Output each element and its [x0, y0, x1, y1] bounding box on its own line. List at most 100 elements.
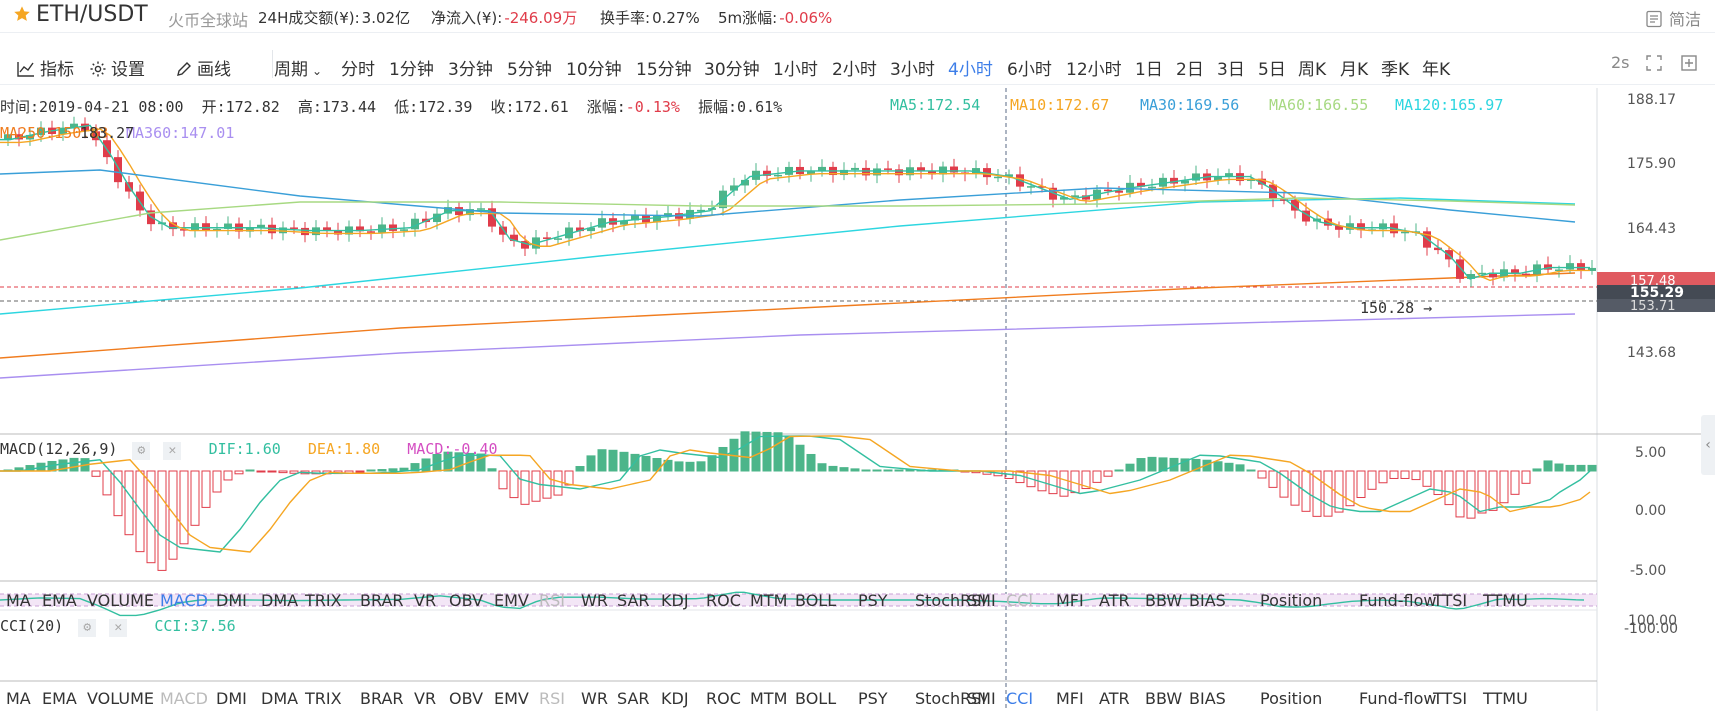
- indicator-tab-cci[interactable]: CCI: [1006, 689, 1034, 708]
- indicator-tab-obv[interactable]: OBV: [449, 591, 484, 610]
- period-5[interactable]: 15分钟: [636, 60, 692, 80]
- indicator-tab-dma[interactable]: DMA: [261, 591, 299, 610]
- indicator-tab-ttsi[interactable]: TTSI: [1433, 689, 1468, 708]
- expand-icon[interactable]: [1680, 54, 1698, 76]
- ma-legend-item: MA10:172.67: [1010, 96, 1110, 114]
- indicator-tab-brar[interactable]: BRAR: [360, 591, 404, 610]
- indicator-tab-ttmu[interactable]: TTMU: [1483, 689, 1528, 708]
- indicator-tab-ma[interactable]: MA: [6, 591, 31, 610]
- period-dropdown[interactable]: 周期 ⌄: [274, 60, 323, 80]
- indicator-tab-stochrsi[interactable]: StochRSI: [915, 689, 987, 708]
- cci-close-icon[interactable]: ✕: [109, 619, 128, 637]
- indicator-tab-mtm[interactable]: MTM: [750, 591, 788, 610]
- chart-canvas[interactable]: 157.48 153.71 155.29 188.17 175.90 164.4…: [0, 88, 1715, 711]
- indicator-tab-volume[interactable]: VOLUME: [87, 591, 154, 610]
- indicator-tab-ttmu[interactable]: TTMU: [1483, 591, 1528, 610]
- indicator-tab-smi[interactable]: SMI: [967, 591, 996, 610]
- period-0[interactable]: 分时: [341, 60, 375, 80]
- indicator-tab-wr[interactable]: WR: [581, 689, 608, 708]
- indicator-tab-wr[interactable]: WR: [581, 591, 608, 610]
- indicator-tab-vr[interactable]: VR: [414, 689, 437, 708]
- settings-button[interactable]: 设置: [89, 55, 145, 80]
- indicator-tab-mtm[interactable]: MTM: [750, 689, 788, 708]
- period-15[interactable]: 3日: [1217, 60, 1245, 80]
- indicator-tab-kdj[interactable]: KDJ: [661, 689, 689, 708]
- indicator-tab-roc[interactable]: ROC: [706, 689, 741, 708]
- indicator-tab-atr[interactable]: ATR: [1099, 591, 1130, 610]
- macd-settings-icon[interactable]: ⚙: [132, 442, 151, 460]
- indicator-tab-emv[interactable]: EMV: [494, 591, 529, 610]
- macd-bar: [498, 470, 508, 490]
- fullscreen-icon[interactable]: [1645, 54, 1663, 76]
- indicator-tab-volume[interactable]: VOLUME: [87, 689, 154, 708]
- period-11[interactable]: 6小时: [1007, 60, 1052, 80]
- indicator-tab-trix[interactable]: TRIX: [305, 591, 342, 610]
- simple-mode-button[interactable]: 简洁: [1645, 6, 1701, 30]
- indicator-tab-ema[interactable]: EMA: [42, 689, 77, 708]
- side-panel-toggle[interactable]: ‹: [1701, 415, 1715, 475]
- indicator-tab-fund-flow[interactable]: Fund-flow: [1359, 689, 1437, 708]
- indicator-tab-position[interactable]: Position: [1260, 591, 1323, 610]
- indicator-tab-brar[interactable]: BRAR: [360, 689, 404, 708]
- period-4[interactable]: 10分钟: [566, 60, 622, 80]
- period-17[interactable]: 周K: [1298, 60, 1327, 80]
- period-8[interactable]: 2小时: [832, 60, 877, 80]
- favorite-star-icon[interactable]: [13, 5, 31, 23]
- period-20[interactable]: 年K: [1422, 60, 1451, 80]
- indicator-tab-sar[interactable]: SAR: [617, 591, 650, 610]
- indicator-tab-roc[interactable]: ROC: [706, 591, 741, 610]
- indicator-tab-position[interactable]: Position: [1260, 689, 1323, 708]
- period-3[interactable]: 5分钟: [507, 60, 552, 80]
- indicator-tab-mfi[interactable]: MFI: [1056, 591, 1084, 610]
- period-12[interactable]: 12小时: [1066, 60, 1122, 80]
- indicator-tab-bbw[interactable]: BBW: [1145, 689, 1183, 708]
- indicator-tab-macd[interactable]: MACD: [160, 689, 208, 708]
- indicator-tab-vr[interactable]: VR: [414, 591, 437, 610]
- indicator-tab-ttsi[interactable]: TTSI: [1433, 591, 1468, 610]
- cci-settings-icon[interactable]: ⚙: [78, 619, 97, 637]
- indicator-tab-obv[interactable]: OBV: [449, 689, 484, 708]
- period-14[interactable]: 2日: [1176, 60, 1204, 80]
- indicator-tab-kdj[interactable]: KDJ: [661, 591, 689, 610]
- indicator-tab-sar[interactable]: SAR: [617, 689, 650, 708]
- indicator-tab-bias[interactable]: BIAS: [1189, 689, 1226, 708]
- period-16[interactable]: 5日: [1258, 60, 1286, 80]
- indicator-tab-fund-flow[interactable]: Fund-flow: [1359, 591, 1437, 610]
- indicator-button[interactable]: 指标: [16, 55, 74, 80]
- indicator-tab-cci[interactable]: CCI: [1006, 591, 1034, 610]
- indicator-tab-stochrsi[interactable]: StochRSI: [915, 591, 987, 610]
- indicator-tab-dmi[interactable]: DMI: [216, 689, 247, 708]
- indicator-tab-trix[interactable]: TRIX: [305, 689, 342, 708]
- indicator-tab-boll[interactable]: BOLL: [795, 591, 837, 610]
- period-10[interactable]: 4小时: [948, 60, 993, 80]
- period-18[interactable]: 月K: [1340, 60, 1369, 80]
- period-7[interactable]: 1小时: [773, 60, 818, 80]
- indicator-tab-psy[interactable]: PSY: [858, 591, 888, 610]
- indicator-tab-smi[interactable]: SMI: [967, 689, 996, 708]
- period-13[interactable]: 1日: [1135, 60, 1163, 80]
- indicator-tab-psy[interactable]: PSY: [858, 689, 888, 708]
- indicator-tab-macd[interactable]: MACD: [160, 591, 208, 610]
- macd-close-icon[interactable]: ✕: [163, 442, 182, 460]
- indicator-tab-dmi[interactable]: DMI: [216, 591, 247, 610]
- macd-title: MACD(12,26,9) ⚙ ✕ DIF:1.60 DEA:1.80 MACD…: [0, 440, 498, 460]
- indicator-tab-ema[interactable]: EMA: [42, 591, 77, 610]
- indicator-tab-boll[interactable]: BOLL: [795, 689, 837, 708]
- period-6[interactable]: 30分钟: [704, 60, 760, 80]
- draw-button[interactable]: 画线: [175, 55, 231, 80]
- indicator-tab-dma[interactable]: DMA: [261, 689, 299, 708]
- indicator-tab-mfi[interactable]: MFI: [1056, 689, 1084, 708]
- indicator-tab-rsi[interactable]: RSI: [539, 591, 565, 610]
- indicator-tab-bias[interactable]: BIAS: [1189, 591, 1226, 610]
- period-9[interactable]: 3小时: [890, 60, 935, 80]
- indicator-tab-bbw[interactable]: BBW: [1145, 591, 1183, 610]
- period-1[interactable]: 1分钟: [389, 60, 434, 80]
- overlay-high-label: 183.27: [80, 124, 135, 142]
- period-19[interactable]: 季K: [1381, 60, 1410, 80]
- refresh-interval[interactable]: 2s: [1611, 53, 1630, 72]
- indicator-tab-rsi[interactable]: RSI: [539, 689, 565, 708]
- indicator-tab-atr[interactable]: ATR: [1099, 689, 1130, 708]
- period-2[interactable]: 3分钟: [448, 60, 493, 80]
- indicator-tab-ma[interactable]: MA: [6, 689, 31, 708]
- indicator-tab-emv[interactable]: EMV: [494, 689, 529, 708]
